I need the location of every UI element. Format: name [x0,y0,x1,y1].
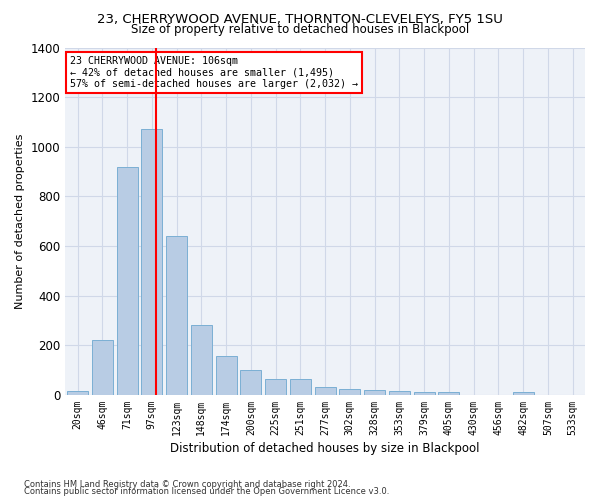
Text: Contains HM Land Registry data © Crown copyright and database right 2024.: Contains HM Land Registry data © Crown c… [24,480,350,489]
Bar [116,166,137,395]
Bar [413,392,434,395]
Bar [512,392,533,395]
Bar [364,390,385,395]
Bar [389,391,410,395]
Bar [265,379,286,395]
Y-axis label: Number of detached properties: Number of detached properties [15,134,25,309]
Bar [290,379,311,395]
Bar [166,236,187,395]
Bar [314,388,335,395]
Bar [241,370,262,395]
Bar [92,340,113,395]
X-axis label: Distribution of detached houses by size in Blackpool: Distribution of detached houses by size … [170,442,480,455]
Bar [340,388,361,395]
Bar [191,326,212,395]
Bar [141,130,163,395]
Bar [67,391,88,395]
Bar [439,392,460,395]
Text: Contains public sector information licensed under the Open Government Licence v3: Contains public sector information licen… [24,487,389,496]
Text: 23 CHERRYWOOD AVENUE: 106sqm
← 42% of detached houses are smaller (1,495)
57% of: 23 CHERRYWOOD AVENUE: 106sqm ← 42% of de… [70,56,358,90]
Text: 23, CHERRYWOOD AVENUE, THORNTON-CLEVELEYS, FY5 1SU: 23, CHERRYWOOD AVENUE, THORNTON-CLEVELEY… [97,12,503,26]
Bar [215,356,236,395]
Text: Size of property relative to detached houses in Blackpool: Size of property relative to detached ho… [131,22,469,36]
